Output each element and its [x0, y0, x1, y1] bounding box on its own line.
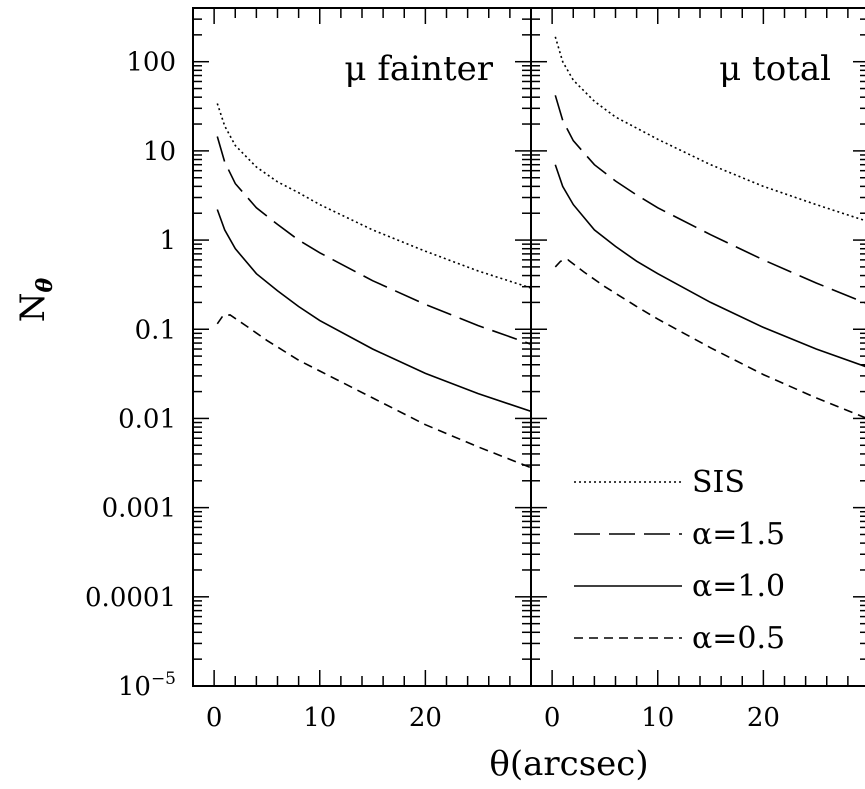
x-tick-label: 0: [544, 703, 561, 733]
x-axis-title: θ(arcsec): [489, 744, 648, 784]
y-tick-label: 0.0001: [85, 583, 176, 613]
series-curve-solid: [216, 209, 531, 413]
tick-labels: 0 10 20 μ fainter 0 10 20 μ total 100 10 1 0.1 0.01 0…: [85, 48, 831, 733]
data-curves: [216, 36, 865, 469]
y-tick-label-exponent: −5: [151, 669, 176, 689]
y-tick-label: 1: [159, 226, 176, 256]
panel-frame: [192, 7, 532, 687]
y-tick-label-bottom: 10−5: [118, 669, 176, 702]
y-axis-title-main: N: [13, 292, 53, 322]
y-tick-label: 10: [143, 137, 176, 167]
y-tick-label-base: 10: [118, 672, 151, 702]
panel-title: μ fainter: [344, 49, 493, 89]
series-curve-long-dash: [554, 95, 865, 304]
y-tick-label: 100: [126, 48, 176, 78]
series-curve-solid: [554, 164, 865, 368]
series-curve-short-dash: [554, 259, 865, 419]
legend-label: α=1.0: [692, 569, 785, 604]
y-tick-label: 0.001: [102, 494, 176, 524]
series-curve-long-dash: [216, 136, 531, 345]
legend-label: α=0.5: [692, 621, 785, 656]
legend: SIS α=1.5 α=1.0 α=0.5: [574, 465, 785, 656]
x-tick-label: 0: [206, 703, 223, 733]
y-tick-label: 0.01: [118, 404, 176, 434]
y-tick-label: 0.1: [135, 315, 176, 345]
axis-ticks: [193, 7, 865, 687]
panel-title: μ total: [719, 49, 831, 89]
x-tick-label: 10: [303, 703, 336, 733]
y-axis-title: Nθ: [13, 277, 58, 322]
series-curve-short-dash: [216, 314, 531, 469]
x-tick-label: 20: [747, 703, 780, 733]
x-tick-label: 10: [641, 703, 674, 733]
series-curve-dotted: [554, 36, 865, 222]
legend-label: SIS: [692, 465, 745, 500]
y-axis-title-subscript: θ: [32, 277, 58, 292]
series-curve-dotted: [216, 103, 531, 289]
x-tick-label: 20: [409, 703, 442, 733]
legend-label: α=1.5: [692, 517, 785, 552]
